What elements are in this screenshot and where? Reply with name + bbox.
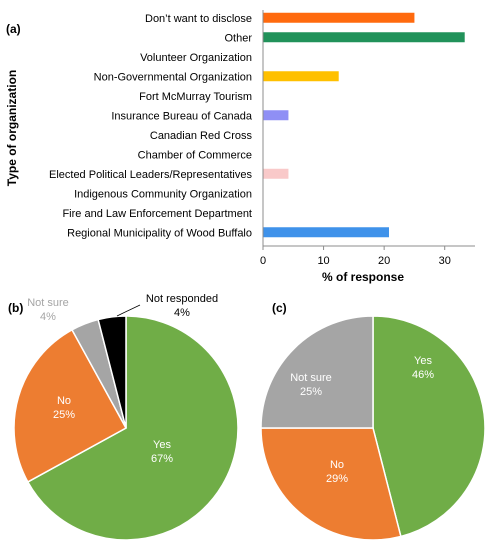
category-label: Fire and Law Enforcement Department <box>62 208 252 220</box>
leader-line <box>116 304 141 317</box>
bar <box>263 110 289 121</box>
panel-b: (b) Yes 67% No 25% Not sure 4% Not responded 4% <box>8 293 239 541</box>
panel-a-label: (a) <box>6 22 21 36</box>
x-tick-label: 30 <box>439 255 451 267</box>
category-label: Other <box>224 32 252 44</box>
category-label: Volunteer Organization <box>140 52 252 64</box>
bar <box>263 227 389 238</box>
panel-c: (c) Yes 46% No 29% Not sure 25% <box>260 301 486 541</box>
slice-percent-label: 29% <box>326 473 348 485</box>
category-label: Don’t want to disclose <box>145 13 252 25</box>
pie-slice <box>372 315 486 538</box>
pie-slice <box>13 328 128 483</box>
pie-slice <box>26 315 239 541</box>
slice-percent-label: 67% <box>151 453 173 465</box>
x-axis-ticks: 0 10 20 30 <box>260 246 451 267</box>
category-label: Insurance Bureau of Canada <box>111 110 253 122</box>
pie-slice <box>260 427 402 541</box>
pie-chart-c: Yes 46% No 29% Not sure 25% <box>260 315 486 541</box>
category-label: Canadian Red Cross <box>150 130 253 142</box>
slice-percent-label: 25% <box>53 409 75 421</box>
slice-label: Yes <box>153 439 171 451</box>
x-tick-label: 10 <box>317 255 329 267</box>
slice-label: Yes <box>414 355 432 367</box>
pie-chart-b: Yes 67% No 25% Not sure 4% Not responded 4% <box>13 293 239 541</box>
bar <box>263 168 289 179</box>
slice-label: No <box>330 459 344 471</box>
bar <box>263 32 465 43</box>
slice-label: Not sure <box>290 372 332 384</box>
slice-percent-label: 4% <box>174 307 190 319</box>
category-labels: Don’t want to disclose Other Volunteer Org… <box>49 13 253 240</box>
category-label: Fort McMurray Tourism <box>139 91 252 103</box>
slice-percent-label: 4% <box>40 311 56 323</box>
slice-percent-label: 25% <box>300 386 322 398</box>
slice-percent-label: 46% <box>412 369 434 381</box>
x-axis-title: % of response <box>322 270 404 284</box>
category-label: Regional Municipality of Wood Buffalo <box>67 227 252 239</box>
slice-label: Not sure <box>27 297 69 309</box>
x-tick-label: 20 <box>378 255 390 267</box>
x-tick-label: 0 <box>260 255 266 267</box>
pie-slice <box>97 315 127 429</box>
slice-label: No <box>57 395 71 407</box>
panel-c-label: (c) <box>272 301 287 315</box>
panel-b-label: (b) <box>8 301 23 315</box>
category-label: Chamber of Commerce <box>138 149 252 161</box>
bars <box>263 12 465 238</box>
category-label: Non-Governmental Organization <box>94 71 252 83</box>
pie-slice <box>260 315 374 429</box>
bar <box>263 71 339 82</box>
bar <box>263 12 415 23</box>
category-label: Elected Political Leaders/Representative… <box>49 169 253 181</box>
slice-label: Not responded <box>146 293 218 305</box>
y-axis-title: Type of organization <box>5 70 19 186</box>
category-label: Indigenous Community Organization <box>74 188 252 200</box>
panel-a: (a) Type of organization Don’t want to d… <box>5 10 475 284</box>
